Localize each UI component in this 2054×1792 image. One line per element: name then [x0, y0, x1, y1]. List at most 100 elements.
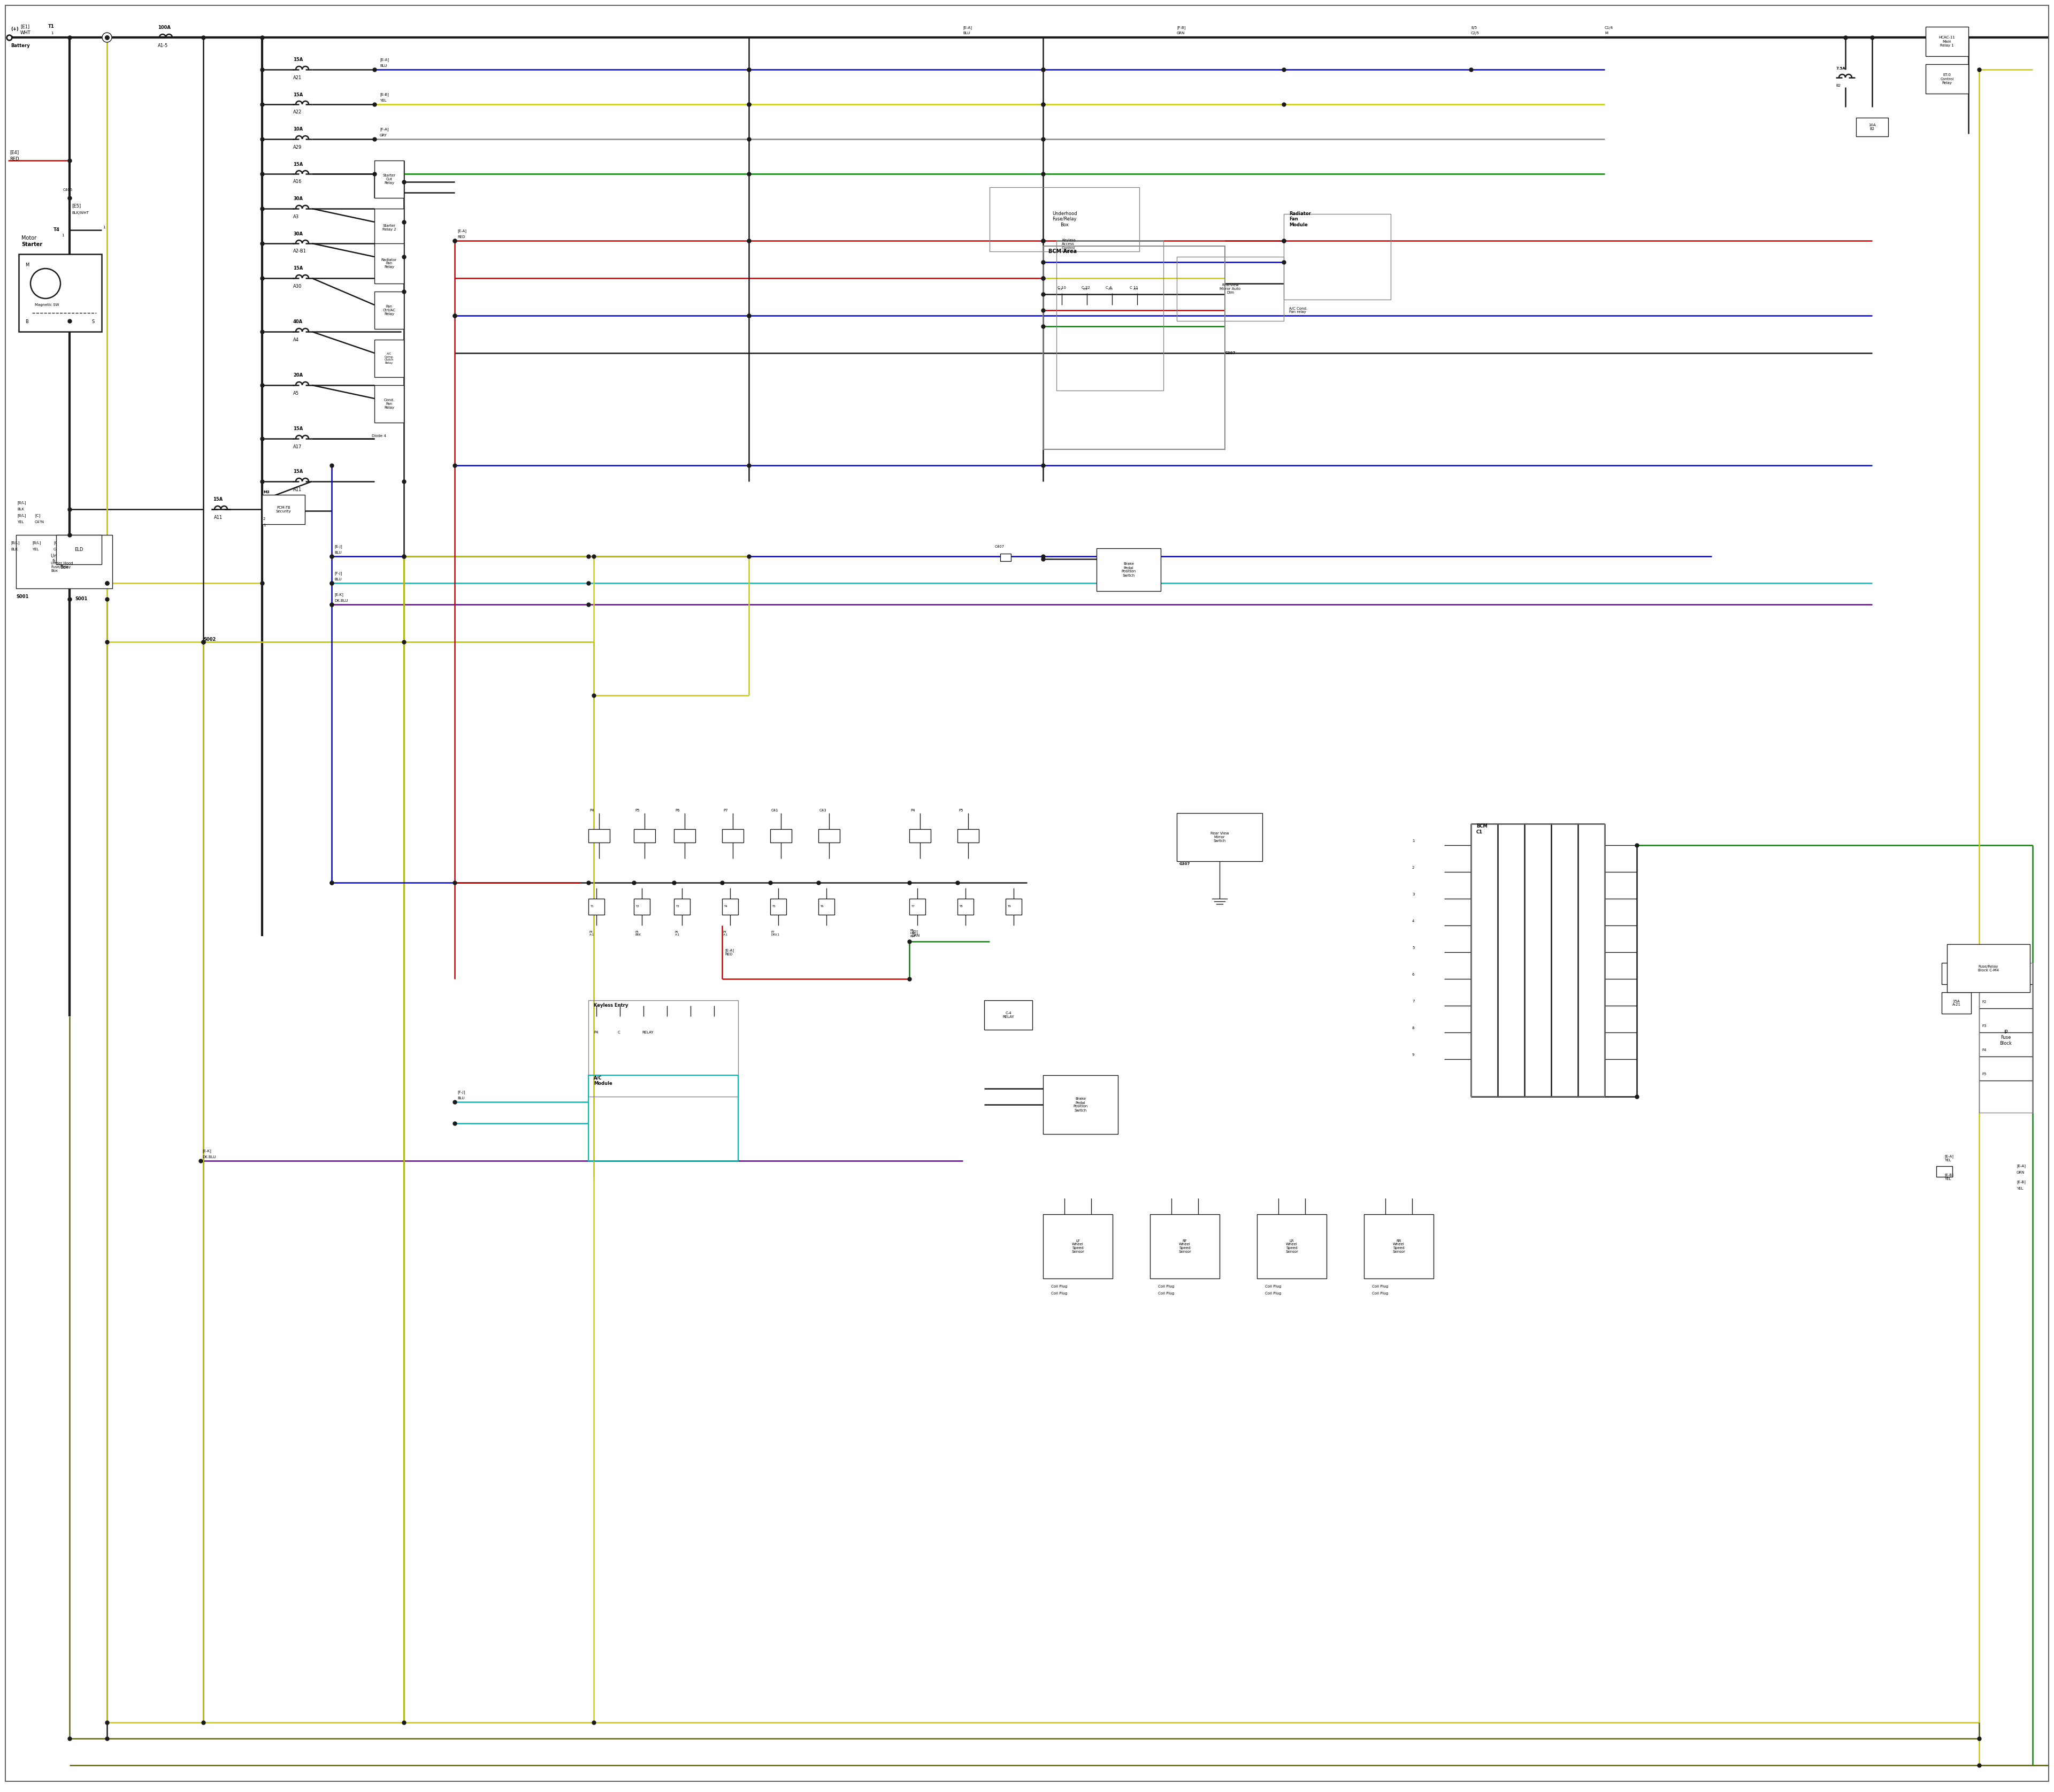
Text: Rearview
Mirror Auto
Dim: Rearview Mirror Auto Dim: [1220, 283, 1241, 294]
Bar: [1941, 962, 1972, 984]
Text: 1: 1: [103, 226, 105, 229]
Text: Fan
Ctrl/AC
Relay: Fan Ctrl/AC Relay: [382, 305, 396, 315]
Text: Starter
Cut
Relay: Starter Cut Relay: [382, 174, 396, 185]
Text: F2: F2: [1982, 1000, 1986, 1004]
Text: F4: F4: [1982, 1048, 1986, 1052]
Text: [F-J]: [F-J]: [458, 1091, 464, 1095]
Text: [F-B]: [F-B]: [1177, 27, 1185, 30]
Bar: [770, 830, 791, 842]
Text: A/C Cond.
Fan relay: A/C Cond. Fan relay: [1290, 306, 1308, 314]
Text: 10A
B2: 10A B2: [1869, 124, 1875, 131]
Text: Keyless
Access
Control
Unit: Keyless Access Control Unit: [1062, 238, 1076, 253]
Text: 2: 2: [1413, 866, 1415, 869]
Text: 30A: 30A: [294, 197, 302, 201]
Text: Coil Plug: Coil Plug: [1265, 1285, 1282, 1288]
Text: 100A: 100A: [158, 25, 170, 30]
Text: F1: F1: [1982, 977, 1986, 980]
Text: P4
A-1: P4 A-1: [589, 930, 594, 937]
Text: M3: M3: [263, 491, 269, 495]
Text: 7: 7: [1413, 1000, 1415, 1004]
Text: Battery: Battery: [10, 43, 31, 48]
Bar: [374, 161, 405, 197]
Text: Motor: Motor: [21, 235, 37, 240]
Text: P8
DRL
RLY: P8 DRL RLY: [910, 928, 916, 937]
Text: F3: F3: [1982, 1025, 1986, 1027]
Text: 15A: 15A: [294, 161, 302, 167]
Text: B2: B2: [1836, 84, 1840, 88]
Text: A/C
Module: A/C Module: [594, 1075, 612, 1086]
Text: T1: T1: [589, 905, 594, 909]
Text: Coil Plug: Coil Plug: [1372, 1292, 1389, 1296]
Bar: [18, 254, 101, 332]
Text: Brake
Pedal
Position
Switch: Brake Pedal Position Switch: [1072, 1097, 1089, 1111]
Text: C-4
RELAY: C-4 RELAY: [1002, 1011, 1015, 1018]
Bar: [1056, 240, 1163, 391]
Text: PCM-TB
Security: PCM-TB Security: [275, 505, 292, 513]
Text: A2-B1: A2-B1: [294, 249, 306, 254]
Bar: [984, 1000, 1033, 1030]
Text: C 11: C 11: [1130, 287, 1138, 289]
Text: Coil Plug: Coil Plug: [1052, 1292, 1068, 1296]
Bar: [910, 830, 930, 842]
Text: ET-0
Control
Relay: ET-0 Control Relay: [1941, 73, 1953, 84]
Text: [E-B]: [E-B]: [2017, 1181, 2025, 1185]
Text: GRN: GRN: [2017, 1170, 2025, 1174]
Text: RED: RED: [10, 158, 18, 161]
Bar: [1177, 256, 1284, 321]
Text: [E-K]: [E-K]: [201, 1149, 212, 1152]
Bar: [1284, 213, 1391, 299]
Text: 3: 3: [1413, 892, 1415, 896]
Text: [G]
GRN: [G] GRN: [912, 930, 920, 937]
Text: Under Hood
Fuse/Relay
Box: Under Hood Fuse/Relay Box: [51, 554, 78, 570]
Text: A29: A29: [294, 145, 302, 149]
Text: BLU: BLU: [335, 577, 341, 581]
Text: F5: F5: [1982, 1073, 1986, 1075]
Bar: [770, 898, 787, 914]
Text: 15A: 15A: [294, 267, 302, 271]
Text: IP
Fuse
Block: IP Fuse Block: [2001, 1030, 2013, 1047]
Text: A3: A3: [294, 215, 300, 219]
Text: BLU: BLU: [380, 65, 386, 68]
Text: LR
Wheel
Speed
Sensor: LR Wheel Speed Sensor: [1286, 1238, 1298, 1254]
Text: [C]: [C]: [35, 514, 41, 518]
Text: C 22: C 22: [1082, 287, 1091, 289]
Text: 1: 1: [62, 233, 64, 237]
Text: [B/L]: [B/L]: [33, 541, 41, 545]
Bar: [990, 186, 1140, 251]
Text: 15A: 15A: [214, 496, 222, 502]
Text: ELD: ELD: [74, 547, 84, 552]
Text: P7: P7: [723, 808, 727, 812]
Text: Starter: Starter: [21, 242, 43, 247]
Bar: [374, 385, 405, 423]
Text: C2/5: C2/5: [1471, 32, 1479, 34]
Bar: [1947, 944, 2029, 993]
Text: YEL: YEL: [2017, 1186, 2023, 1190]
Text: YEL: YEL: [380, 99, 386, 102]
Bar: [587, 1000, 737, 1097]
Text: P4
A-1: P4 A-1: [723, 930, 727, 937]
Bar: [1097, 548, 1161, 591]
Text: P6: P6: [676, 808, 680, 812]
Bar: [587, 830, 610, 842]
Text: WHT: WHT: [21, 30, 31, 36]
Text: A/1: A/1: [1058, 287, 1062, 290]
Text: [E-A]: [E-A]: [963, 27, 972, 30]
Text: C 10: C 10: [1058, 287, 1066, 289]
Bar: [635, 830, 655, 842]
Bar: [1980, 962, 2033, 1113]
Text: M: M: [43, 281, 47, 287]
Text: 40A: 40A: [294, 319, 302, 324]
Text: 2: 2: [263, 518, 265, 520]
Text: Diode 4: Diode 4: [372, 434, 386, 437]
Text: RELAY: RELAY: [641, 1030, 653, 1034]
Bar: [817, 830, 840, 842]
Text: E/5: E/5: [1471, 27, 1477, 29]
Text: GRN: GRN: [1177, 32, 1185, 34]
Text: 5: 5: [1413, 946, 1415, 950]
Bar: [817, 898, 834, 914]
Bar: [1000, 554, 1011, 561]
Text: S002: S002: [203, 636, 216, 642]
Text: A17: A17: [294, 444, 302, 450]
Text: A1-5: A1-5: [158, 43, 168, 48]
Text: P5: P5: [959, 808, 963, 812]
